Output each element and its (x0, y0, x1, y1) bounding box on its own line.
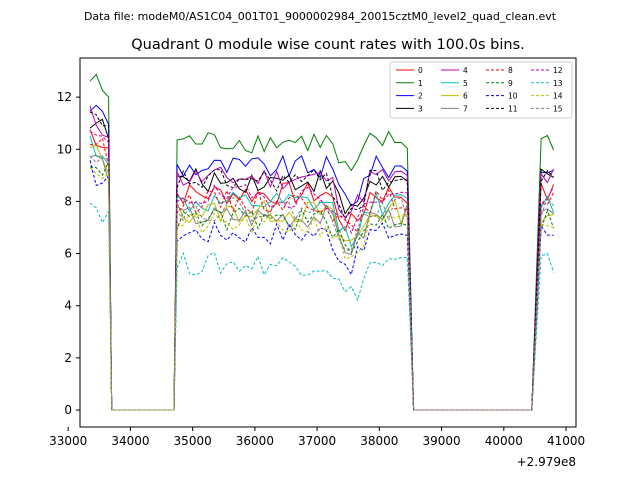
plot-frame (79, 57, 577, 428)
legend-label-8: 8 (508, 66, 513, 75)
legend-label-12: 12 (553, 66, 563, 75)
legend-label-14: 14 (553, 92, 563, 101)
legend-label-15: 15 (553, 104, 563, 113)
x-tick-label: 34000 (111, 434, 149, 448)
x-tick-label: 39000 (422, 434, 460, 448)
legend-label-5: 5 (463, 79, 468, 88)
x-tick-label: 40000 (485, 434, 523, 448)
legend-label-2: 2 (418, 92, 423, 101)
legend-label-9: 9 (508, 79, 513, 88)
y-tick-label: 4 (64, 299, 72, 313)
x-tick-label: 36000 (236, 434, 274, 448)
x-axis: 33000 34000 35000 36000 37000 38000 39000 40000… (49, 427, 585, 448)
x-tick-label: 33000 (49, 434, 87, 448)
y-axis: 0 2 4 6 8 10 12 (57, 90, 80, 417)
x-tick-label: 35000 (174, 434, 212, 448)
plot-background (80, 58, 576, 427)
series-layer (89, 73, 555, 411)
legend-label-0: 0 (418, 66, 423, 75)
chart-suptitle: Data file: modeM0/AS1C04_001T01_90000029… (84, 10, 557, 23)
legend-label-7: 7 (463, 104, 468, 113)
legend-label-1: 1 (418, 79, 423, 88)
y-tick-label: 12 (57, 90, 72, 104)
x-tick-label: 38000 (360, 434, 398, 448)
legend-label-10: 10 (508, 92, 518, 101)
x-offset-label: +2.979e8 (517, 455, 576, 469)
y-tick-label: 10 (57, 142, 72, 156)
y-tick-label: 8 (64, 194, 72, 208)
legend-box (389, 61, 573, 119)
legend-label-11: 11 (508, 104, 518, 113)
y-tick-label: 0 (64, 403, 72, 417)
legend-label-13: 13 (553, 79, 563, 88)
y-tick-label: 6 (64, 247, 72, 261)
x-tick-label: 37000 (298, 434, 336, 448)
chart-title: Quadrant 0 module wise count rates with … (131, 37, 525, 53)
series-line-15 (89, 155, 554, 411)
x-tick-label: 41000 (547, 434, 585, 448)
legend-label-3: 3 (418, 104, 423, 113)
legend-label-4: 4 (463, 66, 468, 75)
legend-label-6: 6 (463, 92, 468, 101)
y-tick-label: 2 (64, 351, 72, 365)
